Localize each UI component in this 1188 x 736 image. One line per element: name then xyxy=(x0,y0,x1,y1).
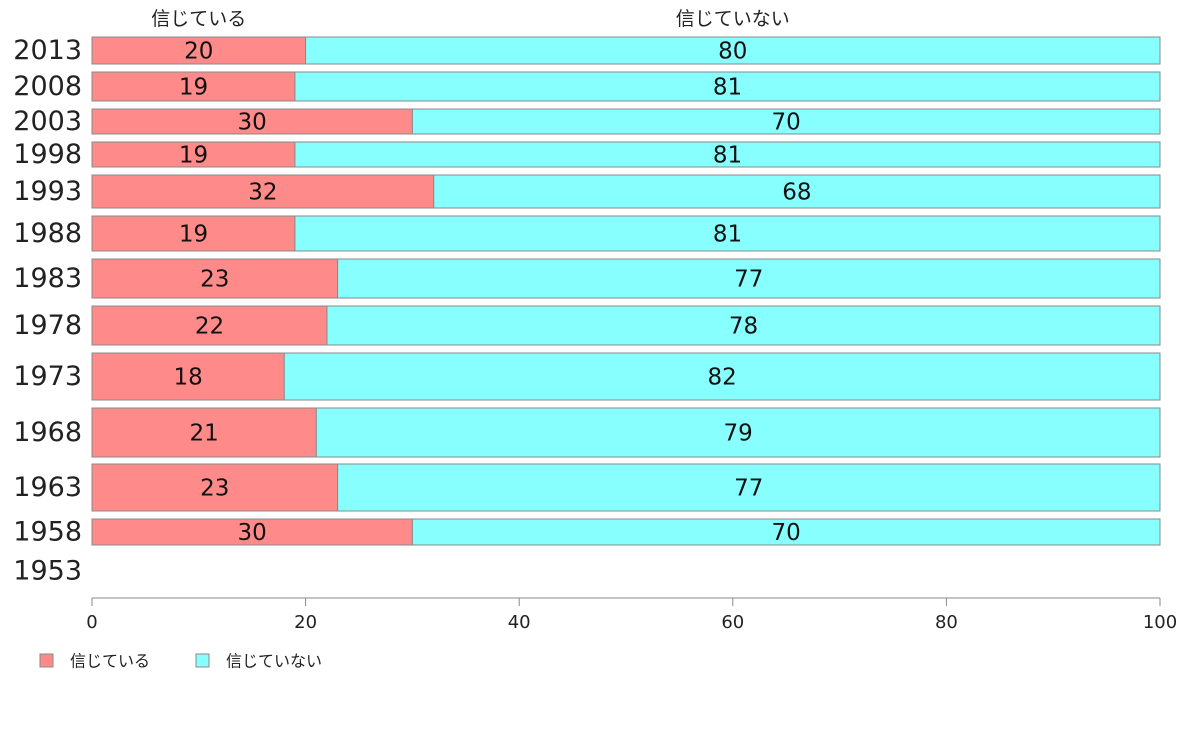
value-label-not-believe-1998: 81 xyxy=(713,143,742,169)
year-label-1978: 1978 xyxy=(13,310,82,341)
column-headers: 信じている 信じていない xyxy=(151,8,790,30)
value-label-believe-1978: 22 xyxy=(195,314,224,340)
bar-row-1953: 1953 xyxy=(13,556,82,587)
legend-label-believe: 信じている xyxy=(70,652,150,671)
bar-row-1958: 1958 30 70 xyxy=(13,517,1161,548)
value-label-not-believe-1983: 77 xyxy=(734,267,763,293)
x-tick-label-0: 0 xyxy=(86,612,97,633)
value-label-believe-1968: 21 xyxy=(189,421,218,447)
bar-not-believe-1988 xyxy=(294,215,1161,252)
value-label-not-believe-1978: 78 xyxy=(729,314,758,340)
legend-swatch-not-believe xyxy=(195,653,210,668)
value-label-not-believe-2003: 70 xyxy=(772,110,801,136)
year-label-1968: 1968 xyxy=(13,417,82,448)
bar-not-believe-1958 xyxy=(411,518,1161,546)
value-label-not-believe-2008: 81 xyxy=(713,75,742,101)
value-label-believe-2008: 19 xyxy=(179,75,208,101)
value-label-believe-2003: 30 xyxy=(238,110,267,136)
value-label-believe-1963: 23 xyxy=(200,476,229,502)
bar-row-2008: 2008 19 81 xyxy=(13,71,1161,102)
legend-swatch-believe xyxy=(39,653,54,668)
bar-not-believe-1978 xyxy=(326,305,1161,346)
bar-row-1968: 1968 21 79 xyxy=(13,407,1161,458)
x-tick-label-40: 40 xyxy=(508,612,531,633)
bar-row-1998: 1998 19 81 xyxy=(13,139,1161,170)
value-label-believe-1973: 18 xyxy=(173,365,202,391)
bar-row-1978: 1978 22 78 xyxy=(13,305,1161,346)
x-tick-label-100: 100 xyxy=(1143,612,1177,633)
bar-believe-2003 xyxy=(91,108,413,135)
bar-believe-1968 xyxy=(91,407,317,458)
value-label-not-believe-1973: 82 xyxy=(707,365,736,391)
bar-not-believe-1963 xyxy=(337,463,1161,512)
bar-believe-1973 xyxy=(91,352,285,401)
value-label-believe-2013: 20 xyxy=(184,39,213,65)
x-axis: 0 20 40 60 80 100 xyxy=(86,597,1177,633)
value-label-not-believe-1963: 77 xyxy=(734,476,763,502)
bar-believe-1963 xyxy=(91,463,339,512)
bar-not-believe-1993 xyxy=(433,174,1161,209)
bar-believe-2013 xyxy=(91,36,307,65)
year-label-1963: 1963 xyxy=(13,472,82,503)
x-tick-label-80: 80 xyxy=(935,612,958,633)
value-label-believe-1988: 19 xyxy=(179,222,208,248)
value-label-believe-1998: 19 xyxy=(179,143,208,169)
value-label-not-believe-1968: 79 xyxy=(723,421,752,447)
year-label-1953: 1953 xyxy=(13,556,82,587)
bar-believe-1958 xyxy=(91,518,413,546)
value-label-believe-1983: 23 xyxy=(200,267,229,293)
bar-not-believe-1998 xyxy=(294,141,1161,168)
legend-label-not-believe: 信じていない xyxy=(226,652,322,671)
bar-row-1983: 1983 23 77 xyxy=(13,258,1161,299)
year-label-1998: 1998 xyxy=(13,139,82,170)
bar-not-believe-2003 xyxy=(411,108,1161,135)
year-label-1988: 1988 xyxy=(13,218,82,249)
bar-not-believe-2013 xyxy=(305,36,1161,65)
column-header-1: 信じている xyxy=(151,8,246,30)
bar-not-believe-1968 xyxy=(315,407,1161,458)
bar-not-believe-2008 xyxy=(294,71,1161,102)
column-header-2: 信じていない xyxy=(676,8,790,30)
year-label-1993: 1993 xyxy=(13,176,82,207)
x-tick-label-60: 60 xyxy=(721,612,744,633)
bar-believe-1983 xyxy=(91,258,339,299)
year-label-2003: 2003 xyxy=(13,106,82,137)
bar-not-believe-1983 xyxy=(337,258,1161,299)
legend: 信じている 信じていない xyxy=(39,652,322,671)
value-label-believe-1993: 32 xyxy=(248,180,277,206)
year-label-2008: 2008 xyxy=(13,71,82,102)
bar-not-believe-1973 xyxy=(283,352,1161,401)
bar-rows: 2013 20 80 2008 19 81 2003 30 70 1998 19 81 1993 32 68… xyxy=(13,35,1161,587)
value-label-not-believe-1958: 70 xyxy=(772,520,801,546)
bar-row-1963: 1963 23 77 xyxy=(13,463,1161,512)
year-label-1958: 1958 xyxy=(13,517,82,548)
bar-believe-1993 xyxy=(91,174,435,209)
bar-believe-1998 xyxy=(91,141,296,168)
value-label-not-believe-1993: 68 xyxy=(782,180,811,206)
year-label-1983: 1983 xyxy=(13,263,82,294)
value-label-believe-1958: 30 xyxy=(238,520,267,546)
bar-row-1993: 1993 32 68 xyxy=(13,174,1161,209)
year-label-2013: 2013 xyxy=(13,35,82,66)
bar-row-2003: 2003 30 70 xyxy=(13,106,1161,137)
bar-row-1988: 1988 19 81 xyxy=(13,215,1161,252)
bar-row-2013: 2013 20 80 xyxy=(13,35,1161,66)
x-tick-label-20: 20 xyxy=(294,612,317,633)
bar-believe-2008 xyxy=(91,71,296,102)
year-label-1973: 1973 xyxy=(13,361,82,392)
bar-row-1973: 1973 18 82 xyxy=(13,352,1161,401)
value-label-not-believe-1988: 81 xyxy=(713,222,742,248)
value-label-not-believe-2013: 80 xyxy=(718,39,747,65)
